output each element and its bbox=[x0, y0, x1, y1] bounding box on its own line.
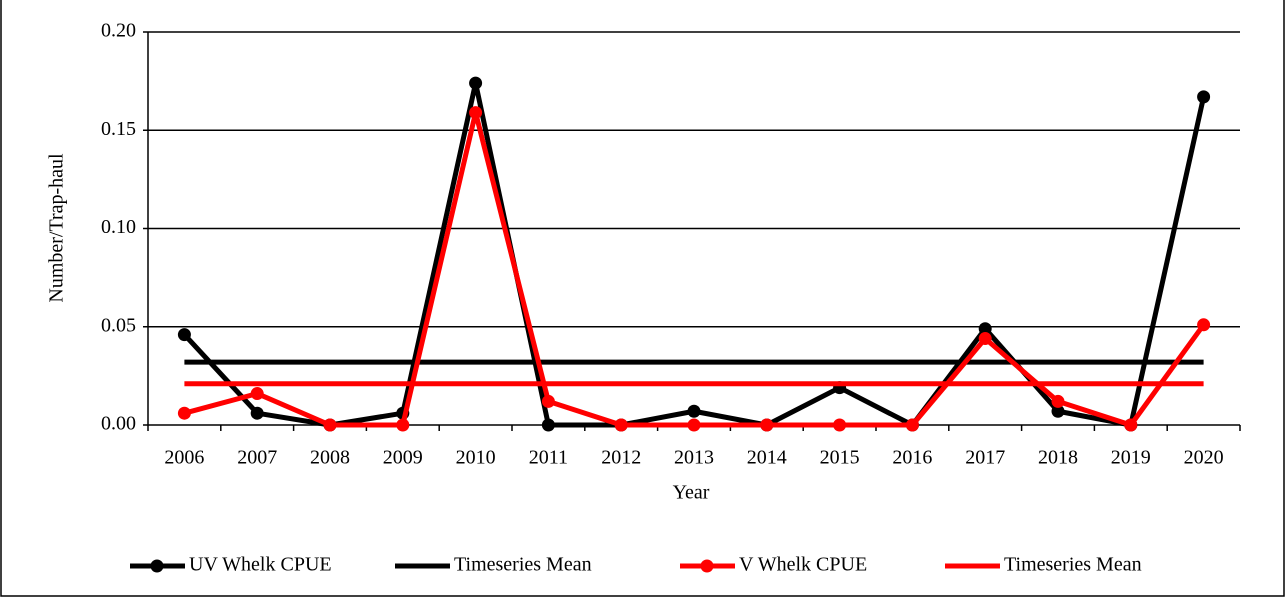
x-tick-label: 2017 bbox=[965, 447, 1005, 469]
marker bbox=[469, 76, 483, 90]
marker bbox=[469, 106, 483, 120]
marker bbox=[905, 418, 919, 432]
x-tick-label: 2019 bbox=[1111, 447, 1151, 469]
marker bbox=[978, 332, 992, 346]
y-tick-label: 0.00 bbox=[101, 413, 136, 435]
marker bbox=[1197, 90, 1211, 104]
legend-label: Timeseries Mean bbox=[1004, 554, 1142, 576]
legend-marker bbox=[150, 559, 164, 573]
marker bbox=[541, 394, 555, 408]
x-tick-label: 2006 bbox=[164, 447, 204, 469]
marker bbox=[614, 418, 628, 432]
x-tick-label: 2014 bbox=[747, 447, 787, 469]
legend-label: V Whelk CPUE bbox=[739, 554, 867, 576]
y-tick-label: 0.20 bbox=[101, 20, 136, 42]
marker bbox=[1051, 404, 1065, 418]
x-tick-label: 2008 bbox=[310, 447, 350, 469]
marker bbox=[978, 322, 992, 336]
legend-label: Timeseries Mean bbox=[454, 554, 592, 576]
x-tick-label: 2012 bbox=[601, 447, 641, 469]
y-tick-label: 0.15 bbox=[101, 118, 136, 140]
x-tick-label: 2016 bbox=[892, 447, 932, 469]
x-tick-label: 2009 bbox=[383, 447, 423, 469]
marker bbox=[833, 418, 847, 432]
marker bbox=[250, 406, 264, 420]
marker bbox=[1197, 318, 1211, 332]
y-tick-label: 0.10 bbox=[101, 216, 136, 238]
legend-label: UV Whelk CPUE bbox=[189, 554, 332, 576]
y-tick-label: 0.05 bbox=[101, 314, 136, 336]
y-axis-label: Number/Trap-haul bbox=[46, 153, 68, 303]
marker bbox=[1051, 394, 1065, 408]
marker bbox=[177, 328, 191, 342]
marker bbox=[687, 418, 701, 432]
marker bbox=[1124, 418, 1138, 432]
marker bbox=[323, 418, 337, 432]
x-tick-label: 2010 bbox=[456, 447, 496, 469]
x-tick-label: 2020 bbox=[1184, 447, 1224, 469]
x-tick-label: 2013 bbox=[674, 447, 714, 469]
marker bbox=[250, 387, 264, 401]
marker bbox=[687, 404, 701, 418]
marker bbox=[396, 418, 410, 432]
x-tick-label: 2007 bbox=[237, 447, 277, 469]
x-axis-label: Year bbox=[673, 482, 710, 504]
legend-marker bbox=[700, 559, 714, 573]
marker bbox=[177, 406, 191, 420]
series-line bbox=[183, 110, 1206, 428]
x-tick-label: 2011 bbox=[529, 447, 568, 469]
marker bbox=[760, 418, 774, 432]
x-tick-label: 2018 bbox=[1038, 447, 1078, 469]
x-tick-label: 2015 bbox=[820, 447, 860, 469]
marker bbox=[541, 418, 555, 432]
series-line bbox=[182, 80, 1207, 428]
